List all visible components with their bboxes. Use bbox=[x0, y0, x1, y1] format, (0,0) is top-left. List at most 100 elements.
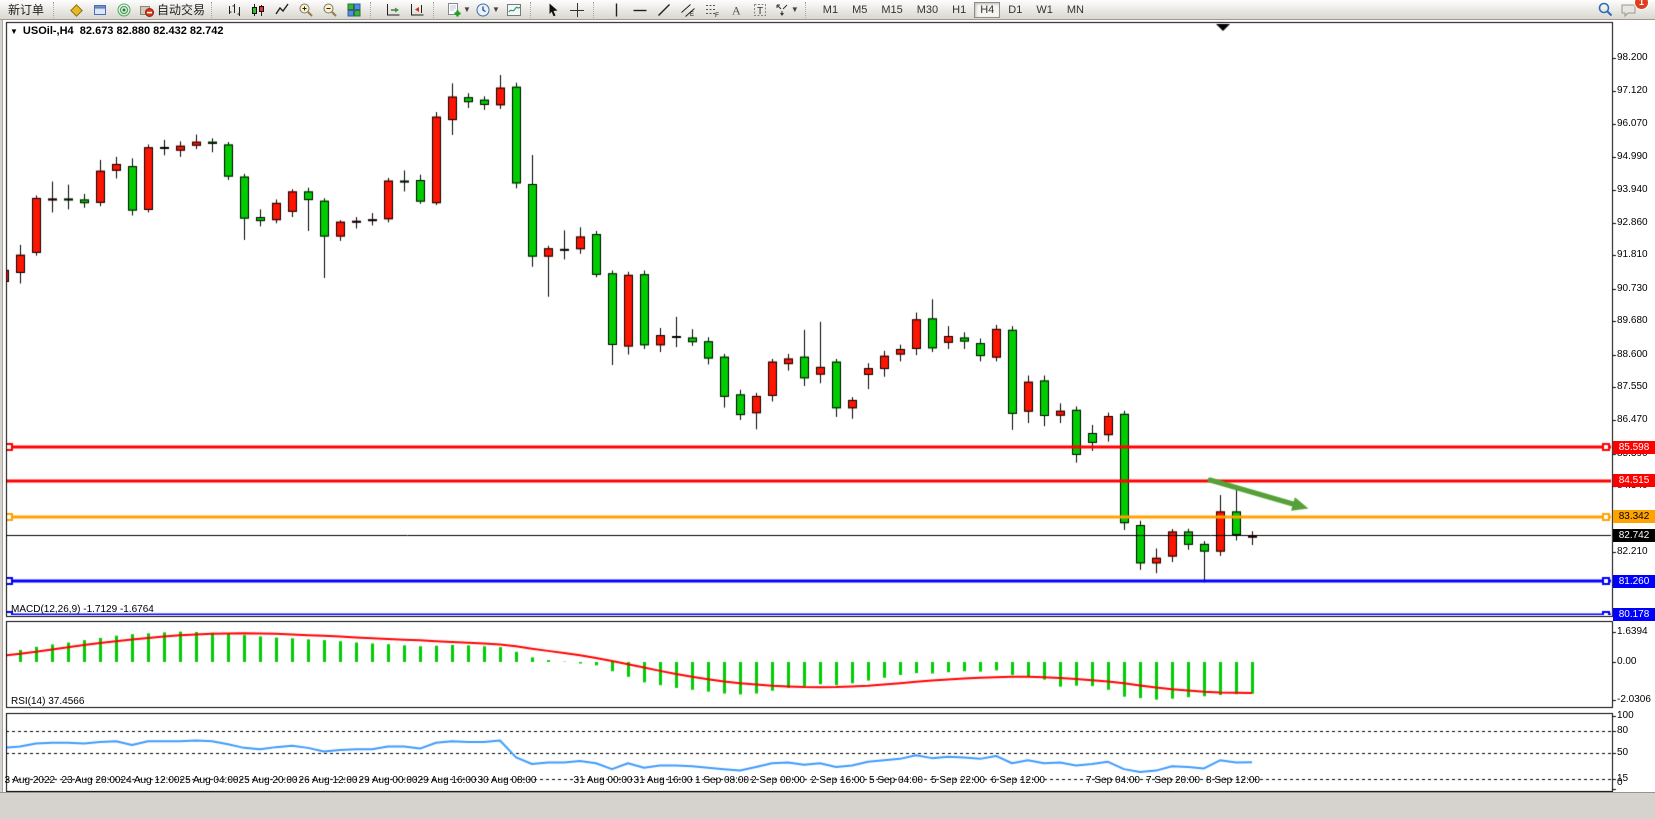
price-axis-tick-label: 87.550 bbox=[1617, 380, 1648, 392]
fibonacci-tool-button[interactable]: F bbox=[700, 1, 724, 19]
collapse-arrow-icon: ▼ bbox=[10, 27, 18, 36]
cursor-icon bbox=[549, 3, 558, 16]
new-order-button[interactable]: 新订单 bbox=[8, 3, 45, 17]
toolbar-separator bbox=[433, 1, 441, 18]
time-axis-label: 7 Sep 04:00 bbox=[1086, 775, 1140, 786]
new-chart-icon bbox=[448, 2, 461, 16]
horizontal-line-tool-button[interactable] bbox=[628, 1, 652, 19]
time-axis-label: 23 Aug 2022 bbox=[0, 775, 56, 786]
price-axis-tick-label: 91.810 bbox=[1617, 249, 1648, 261]
macd-axis-tick-label: -2.0306 bbox=[1617, 693, 1651, 705]
timeframe-w1-button[interactable]: W1 bbox=[1036, 3, 1053, 16]
signal-icon bbox=[117, 3, 131, 16]
time-axis-label: 6 Sep 12:00 bbox=[991, 775, 1045, 786]
equidistant-channel-icon: E bbox=[681, 3, 695, 18]
timeframe-d1-button[interactable]: D1 bbox=[1008, 3, 1023, 16]
autotrading-icon bbox=[140, 5, 155, 17]
toolbar-separator bbox=[370, 1, 378, 18]
price-axis-tick-label: 97.120 bbox=[1617, 85, 1648, 97]
cursor-tool-button[interactable] bbox=[541, 1, 565, 19]
autotrading-button[interactable]: 自动交易 bbox=[136, 1, 207, 19]
toolbar-separator bbox=[529, 1, 538, 18]
rsi-axis-tick-label: 80 bbox=[1617, 725, 1629, 736]
time-axis-label: 1 Sep 08:00 bbox=[695, 775, 749, 786]
timeframe-h4-button[interactable]: H4 bbox=[974, 1, 1001, 18]
timeframe-m15-button[interactable]: M15 bbox=[881, 3, 903, 16]
text-label-icon: T bbox=[753, 3, 766, 17]
signal-button[interactable] bbox=[112, 1, 136, 19]
timeframe-h1-button[interactable]: H1 bbox=[952, 3, 967, 16]
search-button[interactable] bbox=[1593, 1, 1617, 19]
notifications-button[interactable]: 1 bbox=[1617, 0, 1649, 19]
trendline-tool-button[interactable] bbox=[652, 1, 676, 19]
timeframe-m30-button[interactable]: M30 bbox=[916, 3, 939, 16]
timeframe-m1-button[interactable]: M1 bbox=[822, 3, 839, 16]
bar-chart-button[interactable] bbox=[222, 1, 246, 19]
svg-text:E: E bbox=[690, 12, 694, 18]
candlestick-chart-button[interactable] bbox=[246, 1, 270, 19]
text-label-tool-button[interactable]: T bbox=[748, 1, 772, 19]
toolbar-separator bbox=[53, 1, 61, 18]
diamond-icon bbox=[70, 3, 83, 17]
charts-window-button[interactable] bbox=[88, 1, 112, 19]
clock-icon bbox=[476, 3, 490, 16]
time-axis-label: 31 Aug 16:00 bbox=[633, 775, 693, 786]
horizontal-line-icon bbox=[633, 9, 647, 11]
price-axis-tick-label: 92.860 bbox=[1617, 216, 1648, 228]
bar-chart-icon bbox=[229, 3, 241, 16]
time-axis-label: 30 Aug 08:00 bbox=[477, 775, 537, 786]
templates-button[interactable] bbox=[502, 1, 526, 19]
window-icon bbox=[94, 4, 107, 15]
chevron-down-icon: ▼ bbox=[790, 5, 799, 14]
price-chart-canvas[interactable] bbox=[0, 20, 1655, 812]
new-chart-button[interactable]: ▼ bbox=[444, 1, 473, 19]
price-axis-tick-label: 89.680 bbox=[1617, 315, 1648, 327]
arrow-objects-icon bbox=[776, 4, 788, 16]
period-selector-button[interactable]: ▼ bbox=[473, 1, 502, 19]
svg-text:A: A bbox=[732, 3, 741, 17]
time-axis-label: 5 Sep 04:00 bbox=[869, 775, 923, 786]
channel-tool-button[interactable]: E bbox=[676, 1, 700, 19]
ohlc-values-label: 82.673 82.880 82.432 82.742 bbox=[79, 25, 224, 37]
window-frame-left bbox=[0, 20, 4, 812]
time-axis-label: 29 Aug 16:00 bbox=[417, 775, 477, 786]
time-axis-label: 25 Aug 20:00 bbox=[238, 775, 298, 786]
current-price-badge: 82.742 bbox=[1613, 528, 1655, 542]
search-icon bbox=[1598, 2, 1612, 17]
zoom-out-button[interactable] bbox=[318, 1, 342, 19]
rsi-axis-tick-label: 100 bbox=[1617, 710, 1634, 722]
rsi-indicator-label: RSI(14) 37.4566 bbox=[11, 696, 85, 707]
zoom-in-button[interactable] bbox=[294, 1, 318, 19]
vertical-line-tool-button[interactable] bbox=[604, 1, 628, 19]
price-level-badge: 80.178 bbox=[1613, 608, 1655, 622]
symbol-period-label: USOil-,H4 bbox=[22, 25, 74, 37]
tile-windows-icon bbox=[347, 3, 361, 16]
tile-windows-button[interactable] bbox=[342, 1, 366, 19]
price-level-badge: 85.598 bbox=[1613, 440, 1655, 454]
line-chart-icon bbox=[275, 3, 289, 14]
timeframe-mn-button[interactable]: MN bbox=[1066, 3, 1084, 16]
crosshair-tool-button[interactable] bbox=[565, 1, 589, 19]
candlestick-chart-icon bbox=[252, 3, 265, 16]
chart-title: ▼ USOil-,H4 82.673 82.880 82.432 82.742 bbox=[10, 25, 224, 37]
svg-text:T: T bbox=[757, 6, 763, 17]
price-axis-tick-label: 82.210 bbox=[1617, 545, 1648, 557]
vertical-line-icon bbox=[615, 3, 618, 16]
toolbar-separator bbox=[804, 1, 813, 18]
market-watch-button[interactable] bbox=[64, 1, 88, 19]
price-axis-tick-label: 94.990 bbox=[1617, 151, 1648, 163]
zoom-in-icon bbox=[299, 3, 313, 17]
line-chart-button[interactable] bbox=[270, 1, 294, 19]
rsi-axis-tick-label: 15 bbox=[1617, 772, 1629, 784]
toolbar-separator bbox=[592, 1, 601, 18]
chart-shift-button[interactable] bbox=[405, 1, 429, 19]
chevron-down-icon: ▼ bbox=[491, 5, 500, 14]
text-tool-button[interactable]: A bbox=[724, 1, 748, 19]
price-level-badge: 81.260 bbox=[1613, 574, 1655, 588]
auto-scroll-button[interactable] bbox=[381, 1, 405, 19]
time-axis-label: 26 Aug 12:00 bbox=[298, 775, 358, 786]
timeframe-m5-button[interactable]: M5 bbox=[852, 3, 868, 16]
arrows-tool-button[interactable]: ▼ bbox=[772, 1, 801, 19]
price-axis-tick-label: 96.070 bbox=[1617, 117, 1648, 129]
